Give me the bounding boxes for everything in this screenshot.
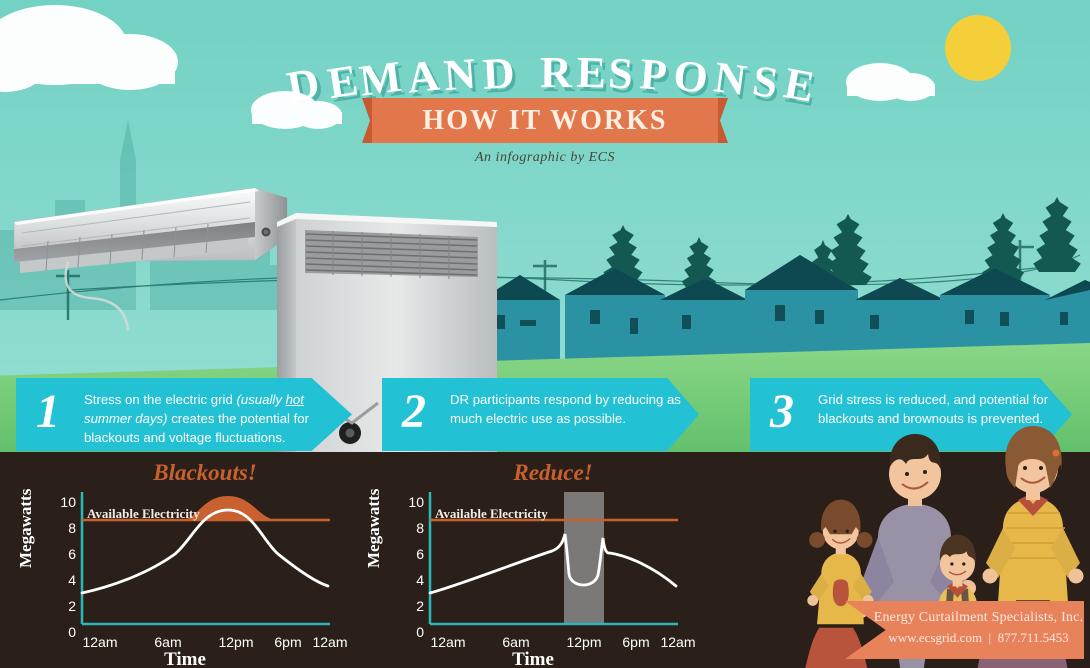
svg-text:Available Electricity: Available Electricity [435, 506, 548, 521]
svg-text:Available Electricity: Available Electricity [87, 506, 200, 521]
